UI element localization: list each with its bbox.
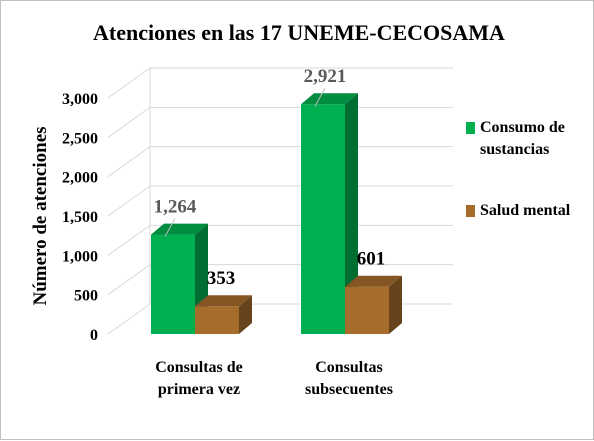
legend-label: Salud mental	[480, 202, 571, 219]
bar	[301, 93, 358, 335]
bar-top	[195, 295, 252, 307]
data-label-leader	[164, 218, 176, 237]
data-label-leader	[314, 87, 326, 107]
legend-entry: Consumo de sustancias	[466, 119, 565, 158]
bar-side	[239, 295, 252, 334]
y-tick-label: 2,000	[62, 170, 98, 187]
x-category-label: Consultas subsecuentes	[305, 359, 393, 398]
bar-side	[389, 275, 402, 334]
bar-front	[151, 234, 195, 334]
gridline	[107, 146, 453, 178]
gridline	[107, 67, 453, 99]
bars	[151, 93, 402, 335]
legend-swatch	[466, 122, 475, 134]
legend-label: Consumo de sustancias	[480, 119, 565, 158]
y-tick-label: 500	[74, 288, 98, 305]
legend-swatch	[466, 205, 475, 217]
y-tick-label: 1,500	[62, 209, 98, 226]
bar-top	[345, 275, 402, 287]
x-category-label: Consultas de primera vez	[155, 359, 243, 398]
bar-front	[301, 104, 345, 335]
y-axis-label: Número de atenciones	[30, 126, 51, 305]
bar-top	[151, 223, 208, 235]
bar-front	[195, 306, 239, 334]
bar-side	[345, 93, 358, 335]
bar	[345, 275, 402, 334]
legend: Consumo de sustancias Salud mental	[466, 119, 571, 219]
y-tick-label: 0	[90, 327, 98, 344]
y-tick-label: 1,000	[62, 248, 98, 265]
gridlines	[107, 67, 453, 335]
bar-top	[301, 93, 358, 105]
data-label: 2,921	[304, 66, 347, 87]
bar	[151, 223, 208, 334]
data-label: 601	[357, 249, 386, 270]
legend-entry: Salud mental	[466, 202, 571, 219]
axes: 0 500 1,000 1,500 2,000 2,500 3,000 Número de a…	[30, 91, 393, 398]
data-labels: 1,264 353 2,921 601	[154, 66, 386, 289]
chart-title: Atenciones en las 17 UNEME-CECOSAMA	[93, 20, 505, 45]
data-label: 353	[207, 268, 236, 289]
data-label: 1,264	[154, 197, 197, 218]
y-tick-label: 3,000	[62, 91, 98, 108]
bar	[195, 295, 252, 334]
bar-front	[345, 286, 389, 334]
y-tick-label: 2,500	[62, 130, 98, 147]
gridline	[107, 106, 453, 138]
